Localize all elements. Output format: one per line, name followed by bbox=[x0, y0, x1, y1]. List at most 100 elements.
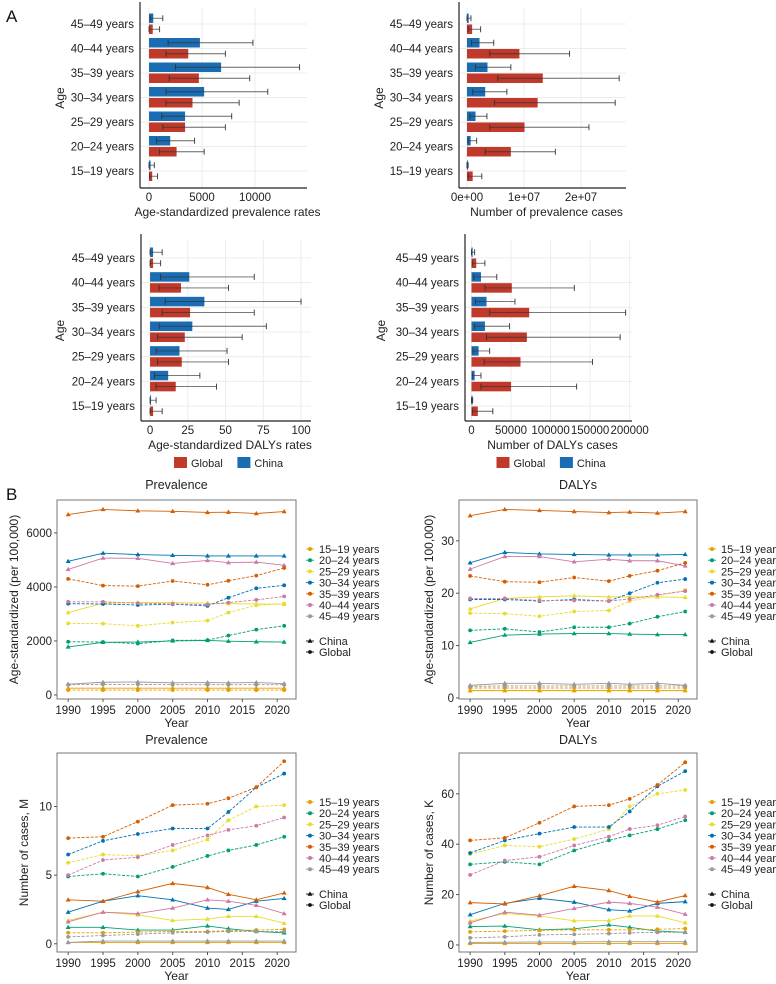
marker-circle bbox=[254, 688, 259, 692]
marker-triangle bbox=[281, 920, 287, 925]
marker-triangle bbox=[281, 639, 287, 644]
marker-circle bbox=[254, 598, 259, 602]
marker-triangle bbox=[571, 918, 577, 923]
marker-circle bbox=[282, 583, 287, 588]
marker-triangle bbox=[253, 510, 259, 516]
legend-label-location: China bbox=[721, 636, 751, 648]
marker-circle bbox=[282, 771, 287, 776]
chart-title: Prevalence bbox=[145, 733, 208, 747]
y-tick-label: 10 bbox=[39, 802, 52, 814]
y-tick-label: 60 bbox=[441, 789, 454, 801]
marker-circle bbox=[468, 851, 473, 855]
marker-circle bbox=[537, 598, 542, 603]
marker-circle bbox=[710, 903, 714, 907]
legend-label-age: 45–49 years bbox=[721, 611, 776, 623]
marker-circle bbox=[502, 579, 507, 584]
series-line bbox=[68, 925, 285, 934]
marker-circle bbox=[205, 602, 210, 607]
marker-circle bbox=[101, 930, 105, 935]
marker-triangle bbox=[571, 688, 577, 693]
y-tick-label: 4000 bbox=[26, 582, 52, 594]
marker-triangle bbox=[536, 688, 542, 693]
marker-circle bbox=[572, 575, 577, 580]
y-tick-label: 20 bbox=[441, 890, 454, 902]
marker-triangle bbox=[682, 508, 688, 514]
marker-circle bbox=[282, 623, 287, 628]
chart-title: DALYs bbox=[559, 478, 597, 492]
marker-circle bbox=[502, 611, 507, 616]
x-tick-label: 150000 bbox=[571, 425, 609, 437]
marker-circle bbox=[135, 641, 140, 646]
x-tick-label: 1995 bbox=[492, 705, 518, 717]
legend-key-global bbox=[496, 457, 510, 468]
legend-key-marker bbox=[308, 580, 312, 585]
marker-triangle bbox=[65, 897, 71, 902]
marker-circle bbox=[66, 836, 71, 840]
marker-triangle bbox=[606, 917, 612, 923]
x-tick-label: 1990 bbox=[457, 705, 483, 717]
legend-label-age: 35–39 years bbox=[721, 589, 776, 601]
y-tick-label: 20 bbox=[441, 588, 454, 600]
marker-circle bbox=[66, 873, 71, 878]
marker-triangle bbox=[682, 920, 688, 925]
marker-triangle bbox=[205, 905, 211, 910]
y-tick-label: 0 bbox=[46, 939, 52, 951]
marker-circle bbox=[135, 688, 140, 692]
marker-triangle bbox=[170, 905, 176, 910]
marker-triangle bbox=[225, 509, 231, 514]
marker-triangle bbox=[253, 913, 259, 919]
legend-key-marker bbox=[308, 800, 312, 804]
x-tick-label: 2020 bbox=[264, 958, 290, 970]
y-tick-label: 35–39 years bbox=[396, 302, 460, 314]
marker-circle bbox=[226, 578, 231, 583]
x-tick-label: 2015 bbox=[631, 958, 657, 970]
marker-circle bbox=[205, 682, 210, 687]
marker-triangle bbox=[135, 910, 141, 916]
marker-circle bbox=[606, 927, 611, 932]
x-tick-label: 2000 bbox=[527, 705, 553, 717]
marker-circle bbox=[683, 814, 688, 819]
marker-triangle bbox=[253, 902, 259, 908]
legend-label-location: China bbox=[319, 889, 349, 901]
marker-circle bbox=[205, 854, 210, 858]
marker-circle bbox=[135, 874, 140, 879]
x-tick-label: 2015 bbox=[230, 705, 256, 717]
series-line bbox=[68, 625, 285, 645]
x-tick-label: 2020 bbox=[665, 705, 691, 717]
series-line bbox=[469, 551, 686, 564]
y-tick-label: 35–39 years bbox=[71, 68, 135, 80]
series-line bbox=[68, 804, 285, 864]
marker-triangle bbox=[654, 688, 660, 693]
y-axis-title: Number of cases, M bbox=[17, 799, 31, 906]
legend-label-age: 30–34 years bbox=[319, 578, 380, 590]
x-tick-label: 2e+07 bbox=[565, 192, 597, 204]
legend-key-marker bbox=[308, 856, 312, 860]
y-tick-label: 40–44 years bbox=[72, 278, 136, 290]
marker-circle bbox=[170, 620, 175, 625]
marker-circle bbox=[683, 788, 688, 792]
y-tick-label: 25–29 years bbox=[396, 352, 460, 364]
legend-key-marker bbox=[308, 867, 312, 872]
y-tick-label: 25–29 years bbox=[72, 352, 136, 364]
marker-triangle bbox=[606, 887, 612, 893]
marker-circle bbox=[606, 838, 611, 843]
marker-circle bbox=[537, 928, 542, 933]
marker-circle bbox=[226, 929, 231, 934]
marker-circle bbox=[254, 843, 259, 847]
marker-circle bbox=[537, 844, 542, 849]
y-tick-label: 20–24 years bbox=[71, 142, 135, 154]
x-axis-title: Year bbox=[164, 969, 188, 983]
series-line bbox=[68, 940, 285, 943]
legend-key-china bbox=[559, 457, 573, 468]
marker-circle bbox=[170, 579, 175, 583]
marker-triangle bbox=[571, 559, 577, 564]
marker-triangle bbox=[654, 552, 660, 557]
marker-triangle bbox=[205, 938, 211, 943]
marker-triangle bbox=[502, 632, 508, 637]
legend-label-location: Global bbox=[721, 900, 753, 912]
legend-label-age: 35–39 years bbox=[721, 842, 776, 854]
marker-triangle bbox=[502, 923, 508, 928]
marker-triangle bbox=[502, 506, 508, 512]
marker-circle bbox=[606, 803, 611, 808]
y-tick-label: 15–19 years bbox=[396, 401, 460, 413]
